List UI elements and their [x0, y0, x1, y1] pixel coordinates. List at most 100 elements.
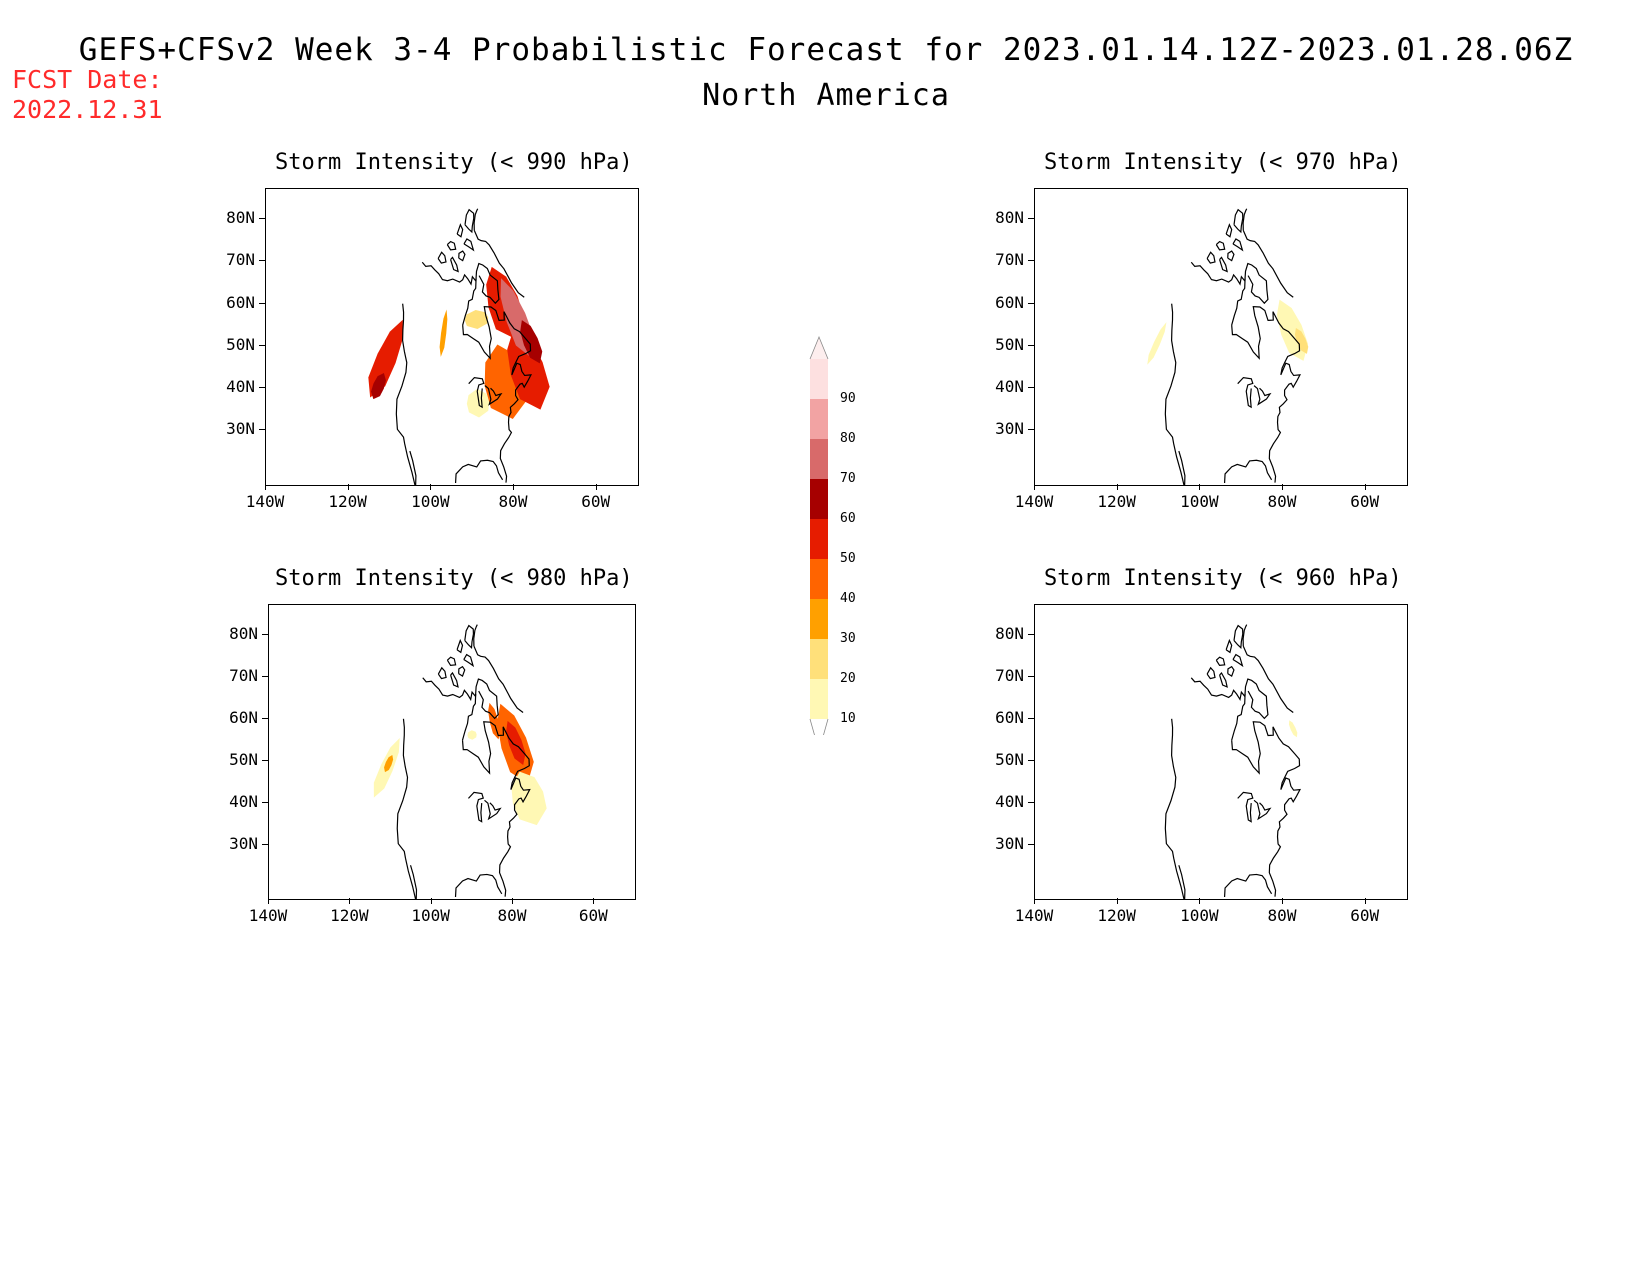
- map-svg: [368, 208, 550, 485]
- lon-tick-label: 140W: [248, 906, 288, 925]
- colorbar-segment: [810, 639, 828, 679]
- coastline: [395, 303, 417, 485]
- coastline: [462, 278, 477, 326]
- lat-tick: [259, 260, 265, 262]
- lon-tick: [1282, 484, 1283, 490]
- lon-tick-label: 120W: [330, 906, 369, 925]
- lon-tick-label: 80W: [497, 906, 527, 925]
- coastline: [484, 799, 502, 821]
- coastline: [473, 208, 479, 231]
- coastline: [1219, 671, 1228, 688]
- lon-tick: [347, 484, 349, 490]
- coastline: [1242, 230, 1294, 298]
- colorbar-top-cap: [809, 335, 829, 360]
- coastline: [1242, 645, 1294, 714]
- lat-tick-label: 30N: [995, 833, 1024, 853]
- lat-tick: [259, 344, 265, 346]
- coastline: [1244, 262, 1269, 305]
- map-svg: [1164, 624, 1302, 899]
- coastline: [1219, 256, 1228, 273]
- lon-tick-label: 140W: [1014, 906, 1054, 925]
- lon-tick-label: 60W: [581, 492, 611, 511]
- lat-tick-label: 70N: [995, 250, 1024, 270]
- coastline: [468, 376, 485, 409]
- colorbar-segment: [810, 359, 828, 399]
- coastline: [1190, 677, 1246, 702]
- probability-area: [467, 730, 477, 740]
- probability-area: [488, 702, 501, 740]
- coastline: [473, 645, 524, 714]
- lat-tick: [1028, 302, 1034, 304]
- lat-tick: [259, 387, 265, 389]
- coastline: [1223, 459, 1273, 484]
- lat-tick-label: 80N: [995, 208, 1024, 228]
- lon-tick-label: 80W: [1267, 492, 1297, 511]
- lat-tick: [259, 302, 265, 304]
- lat-tick-label: 70N: [995, 665, 1024, 685]
- lat-tick-label: 30N: [226, 419, 255, 439]
- lat-tick: [1028, 218, 1034, 220]
- probability-area: [507, 329, 550, 410]
- coastline: [1225, 223, 1233, 238]
- lat-tick: [262, 675, 268, 677]
- colorbar-segment: [810, 519, 828, 559]
- coastline: [1237, 376, 1254, 409]
- lon-tick: [1364, 898, 1366, 904]
- lon-tick-label: 140W: [1014, 492, 1054, 511]
- coastline: [1244, 678, 1269, 720]
- lat-tick: [1028, 759, 1034, 761]
- lon-tick: [512, 898, 513, 904]
- coastline: [1227, 250, 1235, 262]
- probability-area: [371, 373, 386, 400]
- coastline: [461, 693, 477, 741]
- fcst-date-value: 2022.12.31: [12, 95, 163, 124]
- probability-area: [511, 771, 547, 826]
- coastline: [484, 385, 503, 406]
- coastline: [464, 208, 475, 234]
- lat-tick: [1028, 429, 1034, 431]
- lon-tick-label: 120W: [1097, 906, 1136, 925]
- coastline: [437, 666, 447, 680]
- probability-area: [1288, 720, 1298, 738]
- coastline: [1190, 261, 1246, 286]
- lat-tick-label: 40N: [226, 377, 255, 397]
- colorbar-segment: [810, 479, 828, 519]
- probability-area: [506, 720, 526, 765]
- lon-tick-label: 140W: [245, 492, 285, 511]
- lon-tick: [595, 484, 597, 490]
- lon-tick: [1034, 898, 1035, 904]
- panel-title: Storm Intensity (< 960 hPa): [1044, 566, 1402, 591]
- lon-tick: [1034, 484, 1035, 490]
- coastline: [1231, 693, 1246, 741]
- coastline: [450, 256, 459, 273]
- coastline: [458, 665, 466, 678]
- coastline: [473, 624, 478, 647]
- lon-tick-label: 100W: [411, 492, 450, 511]
- lat-tick: [262, 759, 268, 761]
- lat-tick: [1028, 801, 1034, 803]
- coastline: [396, 718, 418, 899]
- lat-tick: [1028, 634, 1034, 636]
- map-frame: [1034, 188, 1408, 486]
- coastline: [467, 791, 485, 823]
- coastline: [463, 653, 475, 668]
- coastline: [462, 305, 533, 483]
- map-svg: [1147, 208, 1309, 485]
- coastline: [1215, 240, 1226, 251]
- lat-tick-label: 70N: [229, 665, 258, 685]
- lat-tick-label: 60N: [995, 707, 1024, 727]
- lon-tick: [1116, 898, 1118, 904]
- colorbar-segment: [810, 559, 828, 599]
- coastline: [1206, 251, 1216, 264]
- coastline: [1242, 208, 1248, 231]
- lat-tick-label: 50N: [229, 749, 258, 769]
- lat-tick: [1028, 843, 1034, 845]
- coastline: [1253, 385, 1272, 406]
- lon-tick-label: 120W: [1097, 492, 1136, 511]
- lon-tick-label: 100W: [1180, 492, 1219, 511]
- lon-tick-label: 120W: [328, 492, 367, 511]
- lat-tick: [262, 843, 268, 845]
- coastline: [458, 250, 466, 262]
- probability-area: [1294, 327, 1309, 354]
- map-svg: [373, 624, 547, 899]
